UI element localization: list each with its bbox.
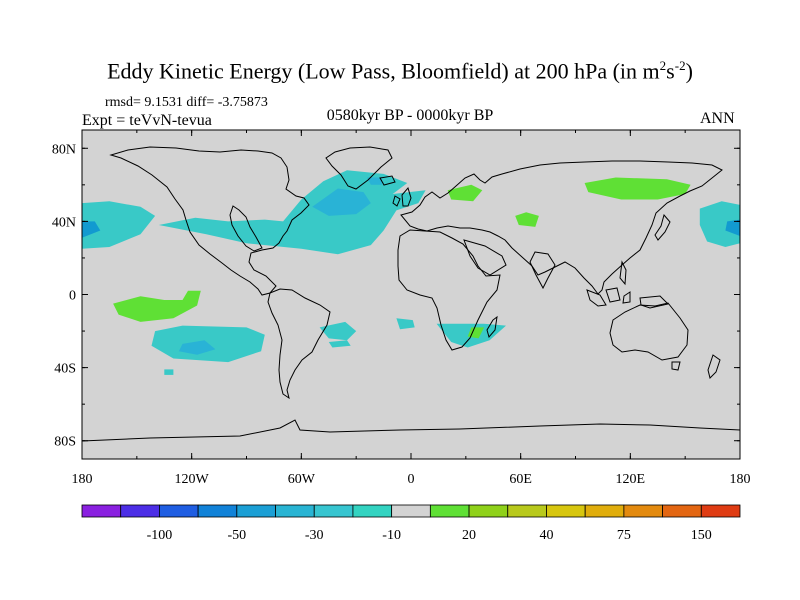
anomaly-region-north-pacific-west bbox=[82, 201, 156, 249]
figure-title: Eddy Kinetic Energy (Low Pass, Bloomfiel… bbox=[107, 58, 693, 84]
lon-label: 60W bbox=[288, 472, 316, 487]
colorbar-swatch bbox=[197, 504, 238, 518]
colorbar-swatch bbox=[468, 504, 509, 518]
colorbar-label: -100 bbox=[147, 528, 173, 543]
experiment-label: Expt = teVvN-tevua bbox=[82, 112, 212, 129]
anomaly-region-north-pacific-east-core bbox=[725, 219, 740, 236]
anomaly-region-tropical-atlantic-small bbox=[396, 318, 415, 330]
colorbar-swatch bbox=[507, 504, 547, 518]
anomaly-region-north-asia-green bbox=[584, 177, 691, 200]
anomaly-region-north-atlantic bbox=[158, 170, 426, 255]
anomaly-regions bbox=[82, 170, 740, 375]
colorbar-swatch bbox=[584, 504, 625, 518]
stats-text: rmsd= 9.1531 diff= -3.75873 bbox=[105, 95, 268, 110]
colorbar-label: -30 bbox=[305, 528, 324, 543]
anomaly-region-north-pacific-east bbox=[699, 201, 740, 247]
colorbar-swatch bbox=[275, 504, 315, 518]
lon-label: 180 bbox=[72, 472, 93, 487]
colorbar-swatch bbox=[429, 504, 470, 518]
lon-label: 120E bbox=[616, 472, 646, 487]
anomaly-region-tropical-pacific-green bbox=[113, 290, 201, 322]
colorbar-label: -50 bbox=[227, 528, 246, 543]
anomaly-region-north-atlantic-core-2 bbox=[367, 177, 382, 185]
colorbar-swatch bbox=[236, 504, 276, 518]
colorbar-label: 20 bbox=[462, 528, 476, 543]
colorbar-swatch bbox=[700, 504, 741, 518]
colorbar-label: 75 bbox=[617, 528, 631, 543]
colorbar-label: 150 bbox=[691, 528, 712, 543]
anomaly-region-ural-green bbox=[447, 184, 483, 202]
anomaly-region-south-pacific-core bbox=[178, 340, 216, 355]
colorbar-swatch bbox=[352, 504, 393, 518]
lon-label: 0 bbox=[408, 472, 415, 487]
lat-label: 40S bbox=[54, 362, 76, 377]
coastlines bbox=[82, 146, 740, 442]
anomaly-region-south-atlantic-small bbox=[319, 321, 357, 341]
lat-label: 40N bbox=[52, 215, 76, 230]
lat-label: 0 bbox=[69, 289, 76, 304]
colorbar-swatch bbox=[81, 504, 122, 518]
period-label: 0580kyr BP - 0000kyr BP bbox=[326, 107, 494, 124]
colorbar-swatch bbox=[391, 504, 431, 518]
lat-label: 80S bbox=[54, 435, 76, 450]
colorbar: -100 -50 -30 -10 20 40 75 150 bbox=[81, 504, 741, 543]
lon-label: 60E bbox=[509, 472, 532, 487]
anomaly-region-central-asia-green bbox=[515, 212, 539, 227]
lat-label: 80N bbox=[52, 142, 76, 157]
colorbar-label: 40 bbox=[539, 528, 553, 543]
colorbar-swatch bbox=[313, 504, 354, 518]
colorbar-swatch bbox=[159, 504, 199, 518]
anomaly-region-south-atlantic-small-2 bbox=[328, 340, 351, 348]
colorbar-swatch bbox=[623, 504, 663, 518]
anomaly-region-north-pacific-west-core bbox=[82, 221, 101, 238]
anomaly-region-north-atlantic-core bbox=[312, 188, 371, 216]
anomaly-region-africa-south-green bbox=[467, 327, 485, 339]
season-label: ANN bbox=[700, 110, 735, 127]
colorbar-label: -10 bbox=[382, 528, 401, 543]
lon-label: 120W bbox=[175, 472, 210, 487]
colorbar-swatch bbox=[546, 504, 586, 518]
colorbar-swatch bbox=[120, 504, 160, 518]
lon-label: 180 bbox=[730, 472, 751, 487]
anomaly-region-south-pacific-small bbox=[164, 369, 174, 375]
colorbar-swatch bbox=[662, 504, 702, 518]
axis-ticks: 80N 40N 0 40S 80S 180 120W 60W 0 60E 120E 180 bbox=[52, 130, 751, 487]
